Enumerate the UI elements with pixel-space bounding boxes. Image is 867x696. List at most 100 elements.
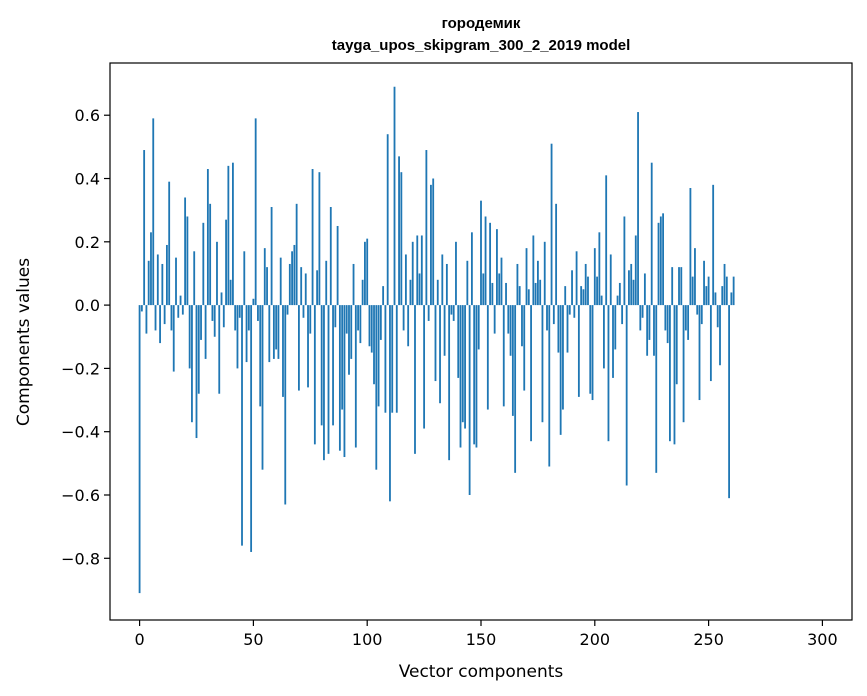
bar-51 xyxy=(254,118,257,306)
bar-162 xyxy=(507,305,510,334)
bar-220 xyxy=(639,305,642,331)
bar-206 xyxy=(607,305,610,442)
bar-149 xyxy=(477,305,480,350)
bar-38 xyxy=(225,219,227,306)
x-tick-label: 200 xyxy=(580,630,611,649)
bar-71 xyxy=(300,267,303,306)
bar-158 xyxy=(498,273,501,306)
bar-244 xyxy=(694,248,696,306)
bar-187 xyxy=(564,286,567,306)
bar-8 xyxy=(156,254,159,306)
bar-166 xyxy=(516,263,519,306)
bar-236 xyxy=(675,305,678,385)
bar-171 xyxy=(527,289,530,306)
bar-89 xyxy=(341,305,344,410)
bar-146 xyxy=(470,232,473,306)
bar-147 xyxy=(473,305,476,445)
bar-134 xyxy=(443,305,446,356)
bar-88 xyxy=(338,305,341,451)
bar-35 xyxy=(218,305,221,394)
bar-5 xyxy=(150,232,152,306)
bar-224 xyxy=(648,305,651,340)
y-axis-ticks: −0.8 −0.6 −0.4 −0.2 0.0 0.2 0.4 0.6 xyxy=(61,106,110,568)
bar-15 xyxy=(172,305,175,372)
bar-72 xyxy=(302,305,305,318)
bar-122 xyxy=(416,235,419,306)
bar-117 xyxy=(404,254,407,306)
bar-91 xyxy=(345,305,348,334)
chart-subtitle: tayga_upos_skipgram_300_2_2019 model xyxy=(332,37,631,54)
bar-34 xyxy=(216,241,218,306)
bar-209 xyxy=(614,305,617,350)
x-axis-label: Vector components xyxy=(399,662,564,682)
bar-14 xyxy=(170,305,173,331)
bar-181 xyxy=(550,143,553,306)
bar-40 xyxy=(229,279,232,306)
y-tick-label: 0.2 xyxy=(75,233,100,252)
bar-240 xyxy=(684,305,687,331)
bar-98 xyxy=(361,279,364,306)
bar-74 xyxy=(307,305,309,388)
bar-223 xyxy=(646,305,649,356)
bar-104 xyxy=(375,305,378,470)
bar-148 xyxy=(475,305,478,448)
bar-22 xyxy=(188,305,191,369)
bar-113 xyxy=(395,305,398,413)
bar-55 xyxy=(263,248,266,306)
bar-32 xyxy=(211,305,214,321)
bar-185 xyxy=(559,305,562,435)
bar-215 xyxy=(628,270,630,306)
y-tick-label: 0.4 xyxy=(75,170,100,189)
bar-62 xyxy=(279,257,282,306)
bar-7 xyxy=(154,305,157,331)
bar-50 xyxy=(252,298,255,306)
bar-125 xyxy=(423,305,426,429)
bar-177 xyxy=(541,305,544,423)
bar-218 xyxy=(634,235,637,306)
bar-65 xyxy=(286,305,289,315)
bar-210 xyxy=(616,295,619,306)
bar-189 xyxy=(568,305,571,315)
bar-43 xyxy=(236,305,239,369)
bar-60 xyxy=(275,305,278,350)
bar-44 xyxy=(238,305,241,318)
x-axis-ticks: 0 50 100 150 200 250 300 xyxy=(134,620,838,649)
bar-94 xyxy=(352,263,355,306)
bar-126 xyxy=(425,150,428,306)
y-tick-label: 0.0 xyxy=(75,296,100,315)
bar-68 xyxy=(293,244,296,306)
bar-144 xyxy=(466,260,469,306)
bar-28 xyxy=(202,222,205,306)
bar-45 xyxy=(241,305,243,546)
bar-75 xyxy=(309,305,312,334)
bar-124 xyxy=(420,235,423,306)
bar-193 xyxy=(577,305,580,397)
bar-48 xyxy=(247,305,250,331)
bar-156 xyxy=(493,305,496,334)
x-tick-label: 150 xyxy=(466,630,497,649)
bar-85 xyxy=(332,305,334,426)
bar-133 xyxy=(441,254,444,306)
bar-150 xyxy=(480,200,482,306)
bar-109 xyxy=(386,134,389,306)
bar-36 xyxy=(220,292,223,306)
bar-254 xyxy=(716,305,719,328)
bar-257 xyxy=(723,263,726,306)
bar-163 xyxy=(509,305,512,356)
bar-119 xyxy=(409,279,412,306)
bar-201 xyxy=(596,276,598,306)
bar-49 xyxy=(250,305,253,552)
bar-2 xyxy=(143,150,146,306)
bar-175 xyxy=(536,260,539,306)
bar-86 xyxy=(334,305,337,328)
bar-84 xyxy=(329,207,332,306)
bar-128 xyxy=(430,184,432,306)
bar-17 xyxy=(177,305,180,318)
bar-41 xyxy=(232,162,234,306)
bar-180 xyxy=(548,305,551,467)
bar-261 xyxy=(732,276,735,306)
bar-168 xyxy=(521,305,523,347)
bar-42 xyxy=(234,305,237,331)
bar-204 xyxy=(603,305,605,369)
bar-250 xyxy=(707,276,710,306)
